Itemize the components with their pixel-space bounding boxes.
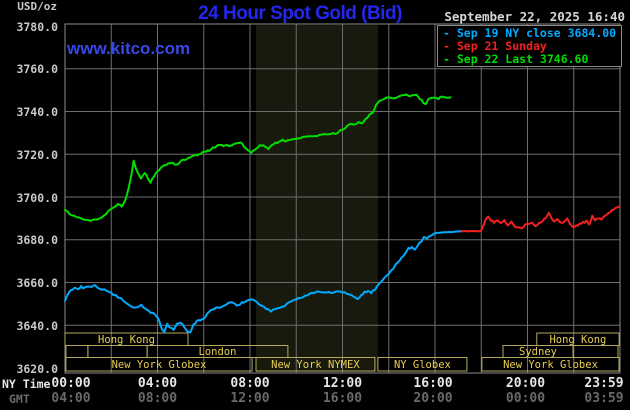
y-axis-tick: 3680.0	[16, 233, 58, 248]
session-label: Hong Kong	[98, 334, 155, 346]
ny-time-tick: 00:00	[51, 376, 91, 391]
session-box	[255, 357, 376, 372]
series-line-sep19-close	[64, 230, 463, 334]
nymex-session-shade	[256, 25, 378, 372]
ny-time-tick: 08:00	[230, 376, 270, 391]
session-label: New York NYMEX	[271, 359, 360, 371]
y-axis-tick: 3620.0	[16, 361, 58, 376]
y-axis-tick: 3780.0	[16, 19, 58, 34]
series-line-sep21-sunday	[460, 205, 621, 233]
series-line-sep22-last	[64, 93, 452, 222]
gmt-tick: 20:00	[413, 391, 453, 406]
ny-time-tick: 04:00	[137, 376, 178, 391]
gmt-tick: 16:00	[322, 391, 363, 406]
legend-item: - Sep 21 Sunday	[443, 39, 547, 53]
ny-time-tick: 20:00	[505, 376, 546, 391]
y-axis-units-label: USD/oz	[17, 0, 57, 13]
y-axis-tick: 3640.0	[16, 318, 58, 333]
session-label: NY Globex	[394, 359, 451, 371]
session-box	[377, 357, 468, 372]
session-box	[572, 345, 619, 358]
session-box	[65, 345, 89, 358]
plot-border	[64, 23, 621, 374]
session-box	[65, 357, 253, 372]
session-label: Sydney	[519, 346, 557, 358]
y-axis-tick: 3660.0	[16, 276, 58, 290]
y-axis-tick: 3760.0	[16, 62, 58, 77]
kitco-watermark-link[interactable]: www.kitco.com	[67, 39, 191, 58]
session-label: New York Globex	[112, 359, 207, 371]
y-axis-tick: 3720.0	[16, 147, 58, 162]
ny-time-tick: 16:00	[413, 376, 453, 391]
legend: - Sep 19 NY close 3684.00- Sep 21 Sunday…	[437, 25, 622, 67]
gmt-tick: 04:00	[51, 391, 91, 406]
gmt-tick: 08:00	[137, 391, 178, 406]
ny-time-tick: 12:00	[322, 376, 363, 391]
gmt-tick: 03:59	[584, 391, 624, 406]
gmt-tick: 12:00	[230, 391, 270, 406]
session-label: New York Globex	[503, 359, 598, 371]
legend-item: - Sep 19 NY close 3684.00	[443, 26, 617, 40]
page-title: 24 Hour Spot Gold (Bid)	[198, 3, 402, 24]
legend-item: - Sep 22 Last 3746.60	[443, 52, 589, 66]
datetime-label: September 22, 2025 16:40	[444, 9, 625, 24]
session-box	[87, 345, 148, 358]
y-axis-tick: 3700.0	[16, 190, 58, 205]
session-label: London	[199, 346, 237, 358]
y-axis-tick: 3740.0	[16, 105, 58, 119]
gmt-axis-label: GMT	[9, 392, 30, 406]
ny-time-tick: 23:59	[584, 376, 624, 391]
ny-time-axis-label: NY Time	[2, 377, 51, 391]
session-label: Hong Kong	[549, 334, 606, 346]
gmt-tick: 00:00	[505, 391, 546, 406]
session-box	[481, 357, 620, 372]
